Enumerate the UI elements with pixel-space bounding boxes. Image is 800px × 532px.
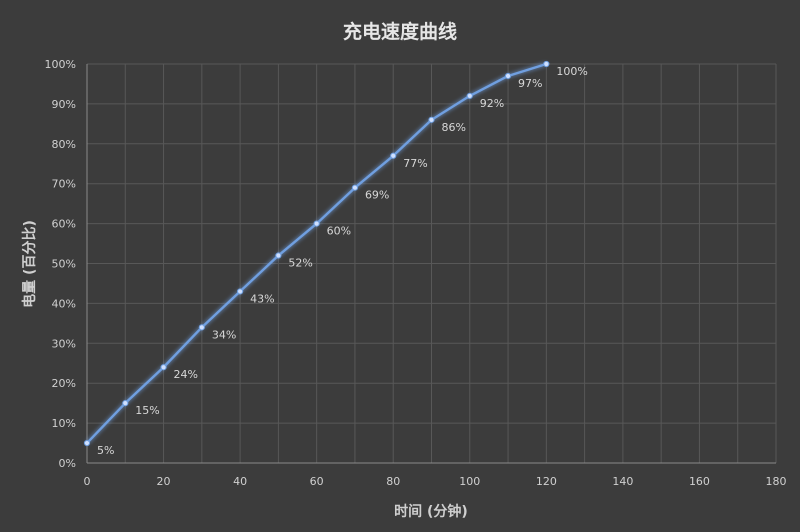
x-tick-label: 180 <box>766 475 787 488</box>
x-axis-title: 时间 (分钟) <box>394 503 468 520</box>
data-label: 60% <box>327 225 351 238</box>
data-label: 86% <box>442 121 466 134</box>
data-point <box>428 116 435 123</box>
y-tick-label: 100% <box>45 58 76 71</box>
y-tick-label: 50% <box>52 258 76 271</box>
data-point <box>466 92 473 100</box>
data-label: 34% <box>212 328 236 341</box>
y-tick-label: 0% <box>59 457 76 470</box>
axes: 0% 10% 20% 30% 40% 50% 60% 70% 80% 90% 100% 0 20 40 60… <box>45 58 787 488</box>
data-point <box>83 439 91 447</box>
grid <box>87 63 777 463</box>
x-tick-label: 120 <box>536 475 557 488</box>
data-label: 77% <box>403 157 427 170</box>
data-point <box>122 400 129 407</box>
y-axis-title: 电量 (百分比) <box>21 220 38 308</box>
y-tick-label: 10% <box>52 417 76 430</box>
chart-title: 充电速度曲线 <box>343 20 457 43</box>
x-tick-label: 20 <box>157 475 171 488</box>
data-point <box>237 288 244 295</box>
data-point <box>543 60 550 68</box>
y-tick-label: 20% <box>52 377 76 390</box>
x-tick-label: 160 <box>689 475 710 488</box>
data-point <box>504 72 512 80</box>
data-label: 24% <box>174 368 198 381</box>
y-tick-label: 90% <box>52 98 76 111</box>
data-label: 15% <box>135 404 159 417</box>
y-tick-label: 40% <box>52 297 76 310</box>
data-label: 92% <box>480 97 504 110</box>
x-tick-label: 100 <box>459 475 480 488</box>
x-tick-label: 40 <box>233 475 247 488</box>
x-tick-label: 80 <box>386 475 400 488</box>
data-label: 52% <box>288 257 312 270</box>
data-point <box>160 364 167 371</box>
data-label: 69% <box>365 189 389 202</box>
data-point <box>313 220 320 227</box>
series-charging-curve: 5% 15% 24% 34% 43% 52% 60% 69% 77% 86% 92% 97% 100% <box>83 60 588 457</box>
data-label: 100% <box>556 65 587 78</box>
y-tick-label: 80% <box>52 138 76 151</box>
data-label: 97% <box>518 77 542 90</box>
y-tick-label: 30% <box>52 337 76 350</box>
y-tick-label: 70% <box>52 178 76 191</box>
x-tick-label: 0 <box>84 475 91 488</box>
data-label: 43% <box>250 292 274 305</box>
data-point <box>351 184 359 191</box>
data-label: 5% <box>97 444 114 457</box>
x-tick-label: 60 <box>310 475 324 488</box>
data-point <box>390 152 397 159</box>
y-tick-label: 60% <box>52 218 76 231</box>
data-point <box>275 252 282 259</box>
x-tick-label: 140 <box>612 475 633 488</box>
data-point <box>198 324 205 331</box>
